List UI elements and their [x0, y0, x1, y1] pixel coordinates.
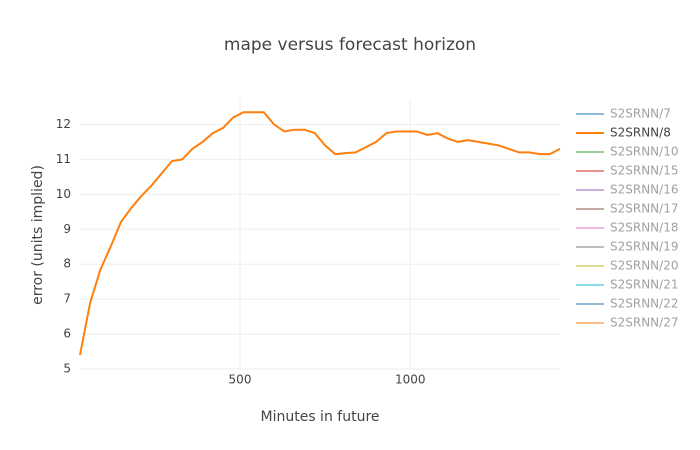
legend-label: S2SRNN/15 — [610, 164, 678, 178]
legend-item[interactable]: S2SRNN/19 — [576, 240, 678, 254]
legend-label: S2SRNN/19 — [610, 240, 678, 254]
legend-label: S2SRNN/22 — [610, 297, 678, 311]
legend-item[interactable]: S2SRNN/15 — [576, 164, 678, 178]
legend-item[interactable]: S2SRNN/17 — [576, 202, 678, 216]
legend-label: S2SRNN/20 — [610, 259, 678, 273]
legend-item[interactable]: S2SRNN/10 — [576, 145, 678, 159]
legend-item[interactable]: S2SRNN/27 — [576, 316, 678, 330]
legend-label: S2SRNN/8 — [610, 126, 671, 140]
legend-item[interactable]: S2SRNN/16 — [576, 183, 678, 197]
x-axis-title: Minutes in future — [261, 409, 380, 425]
y-tick-label: 7 — [63, 292, 71, 306]
y-tick-label: 9 — [63, 222, 71, 236]
y-tick-label: 11 — [56, 152, 71, 166]
legend-label: S2SRNN/21 — [610, 278, 678, 292]
legend-label: S2SRNN/18 — [610, 221, 678, 235]
y-tick-label: 6 — [63, 327, 71, 341]
y-tick-label: 8 — [63, 257, 71, 271]
legend-label: S2SRNN/17 — [610, 202, 678, 216]
legend-label: S2SRNN/16 — [610, 183, 678, 197]
y-tick-label: 12 — [56, 117, 71, 131]
legend-label: S2SRNN/10 — [610, 145, 678, 159]
x-tick-label: 500 — [229, 373, 252, 387]
y-tick-label: 5 — [63, 362, 71, 376]
legend-item[interactable]: S2SRNN/8 — [576, 126, 671, 140]
legend-item[interactable]: S2SRNN/22 — [576, 297, 678, 311]
chart-title: mape versus forecast horizon — [224, 35, 476, 55]
legend-label: S2SRNN/27 — [610, 316, 678, 330]
line-series — [79, 111, 561, 356]
y-tick-label: 10 — [56, 187, 71, 201]
y-axis-title: error (units implied) — [30, 165, 46, 305]
legend-item[interactable]: S2SRNN/20 — [576, 259, 678, 273]
legend-label: S2SRNN/7 — [610, 107, 671, 121]
x-tick-label: 1000 — [395, 373, 426, 387]
legend-item[interactable]: S2SRNN/18 — [576, 221, 678, 235]
legend-item[interactable]: S2SRNN/7 — [576, 107, 671, 121]
legend-item[interactable]: S2SRNN/21 — [576, 278, 678, 292]
